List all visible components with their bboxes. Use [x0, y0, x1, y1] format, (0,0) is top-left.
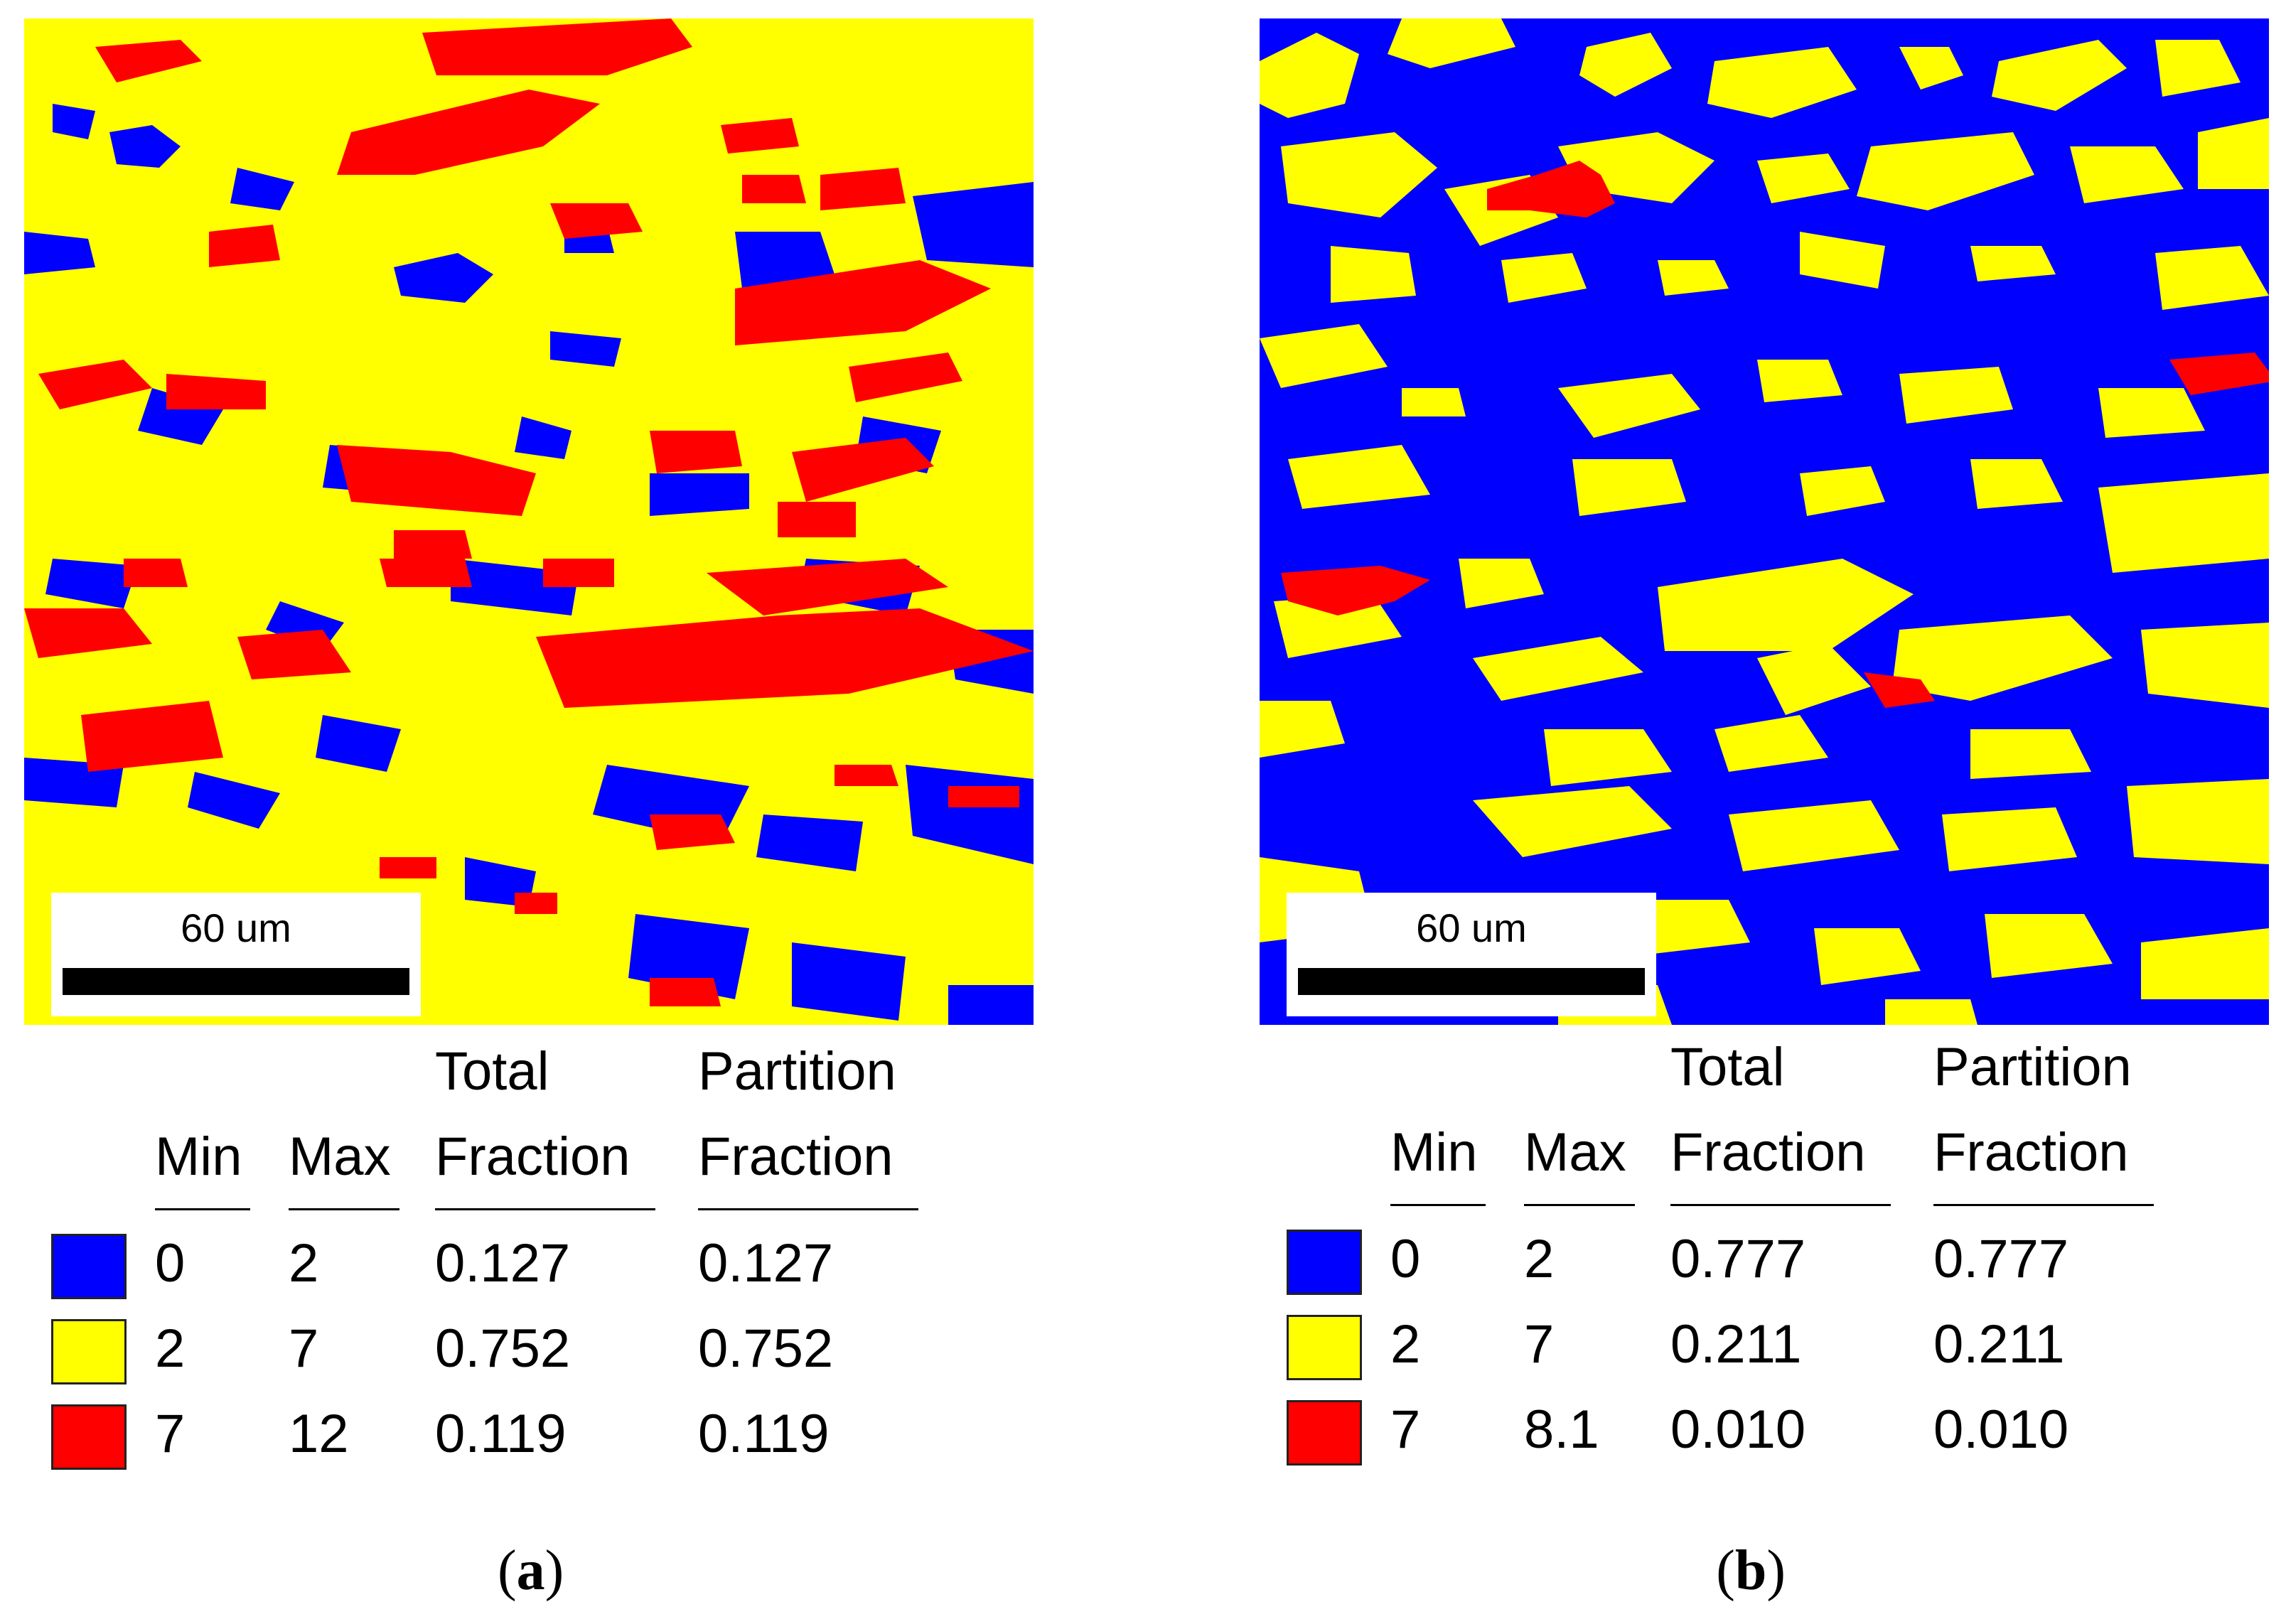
panel-caption-a: (a)	[498, 1539, 564, 1602]
legend-partition: 0.119	[698, 1404, 830, 1464]
legend-header-partition-fraction: Fraction	[1933, 1122, 2129, 1183]
legend-total: 0.010	[1670, 1399, 1806, 1460]
panel-label: b	[1734, 1539, 1767, 1602]
scale-bar-label: 60 um	[181, 905, 291, 950]
scale-bar-label: 60 um	[1416, 905, 1527, 950]
legend-min: 2	[1390, 1314, 1421, 1375]
legend-underline-min	[1390, 1204, 1486, 1206]
legend-row: 7 8.1 0.010 0.010	[1285, 1394, 2280, 1466]
legend-header-total: Total	[435, 1041, 549, 1102]
legend-header-partition-fraction: Fraction	[698, 1126, 894, 1187]
legend-max: 8.1	[1524, 1399, 1599, 1460]
legend-header-total-fraction: Fraction	[1670, 1122, 1866, 1183]
legend-swatch-blue	[1287, 1230, 1362, 1295]
legend-row: 0 2 0.777 0.777	[1285, 1224, 2280, 1295]
legend-underline-total	[435, 1208, 655, 1210]
scale-bar-line	[1298, 968, 1645, 995]
legend-swatch-yellow	[51, 1319, 127, 1384]
legend-header-total: Total	[1670, 1037, 1785, 1097]
legend-partition: 0.752	[698, 1318, 834, 1379]
legend-max: 2	[1524, 1229, 1555, 1289]
legend-swatch-yellow	[1287, 1315, 1362, 1380]
legend-min: 2	[155, 1318, 186, 1379]
scale-bar-line	[63, 968, 409, 995]
legend-header-max: Max	[289, 1126, 391, 1187]
legend-row: 2 7 0.211 0.211	[1285, 1309, 2280, 1380]
legend-total: 0.211	[1670, 1314, 1802, 1375]
scale-bar-a: 60 um	[51, 893, 421, 1016]
legend-underline-total	[1670, 1204, 1891, 1206]
legend-underline-max	[1524, 1204, 1635, 1206]
kam-map-b-image	[1260, 18, 2269, 1025]
panel-b: 60 um Total Partition Min Max Fraction F…	[1143, 0, 2286, 1624]
legend-max: 2	[289, 1233, 319, 1294]
legend-partition: 0.127	[698, 1233, 834, 1294]
kam-map-a-image	[24, 18, 1034, 1025]
legend-header-partition: Partition	[1933, 1037, 2132, 1097]
legend-underline-partition	[1933, 1204, 2154, 1206]
panel-label: a	[516, 1539, 545, 1602]
legend-total: 0.127	[435, 1233, 571, 1294]
legend-header-min: Min	[1390, 1122, 1478, 1183]
legend-max: 12	[289, 1404, 349, 1464]
legend-row: 0 2 0.127 0.127	[50, 1228, 1045, 1299]
legend-swatch-red	[1287, 1400, 1362, 1466]
legend-header-max: Max	[1524, 1122, 1626, 1183]
legend-swatch-blue	[51, 1234, 127, 1299]
kam-map-b: 60 um	[1260, 18, 2269, 1025]
panel-a: 60 um Total Partition Min Max Fraction F…	[24, 18, 1045, 1602]
legend-min: 0	[155, 1233, 186, 1294]
legend-total: 0.777	[1670, 1229, 1806, 1289]
legend-row: 2 7 0.752 0.752	[50, 1313, 1045, 1384]
legend-header-partition: Partition	[698, 1041, 896, 1102]
kam-map-a: 60 um	[24, 18, 1034, 1025]
panel-caption-b: (b)	[1716, 1539, 1786, 1602]
legend-min: 0	[1390, 1229, 1421, 1289]
legend-partition: 0.010	[1933, 1399, 2069, 1460]
legend-underline-partition	[698, 1208, 918, 1210]
legend-swatch-red	[51, 1404, 127, 1470]
legend-partition: 0.777	[1933, 1229, 2069, 1289]
legend-header-total-fraction: Fraction	[435, 1126, 630, 1187]
legend-total: 0.119	[435, 1404, 567, 1464]
legend-max: 7	[289, 1318, 319, 1379]
legend-total: 0.752	[435, 1318, 571, 1379]
legend-underline-min	[155, 1208, 250, 1210]
legend-max: 7	[1524, 1314, 1555, 1375]
legend-min: 7	[155, 1404, 186, 1464]
legend-underline-max	[289, 1208, 399, 1210]
legend-min: 7	[1390, 1399, 1421, 1460]
scale-bar-b: 60 um	[1287, 893, 1656, 1016]
legend-partition: 0.211	[1933, 1314, 2065, 1375]
legend-row: 7 12 0.119 0.119	[50, 1399, 1045, 1470]
legend-header-min: Min	[155, 1126, 242, 1187]
